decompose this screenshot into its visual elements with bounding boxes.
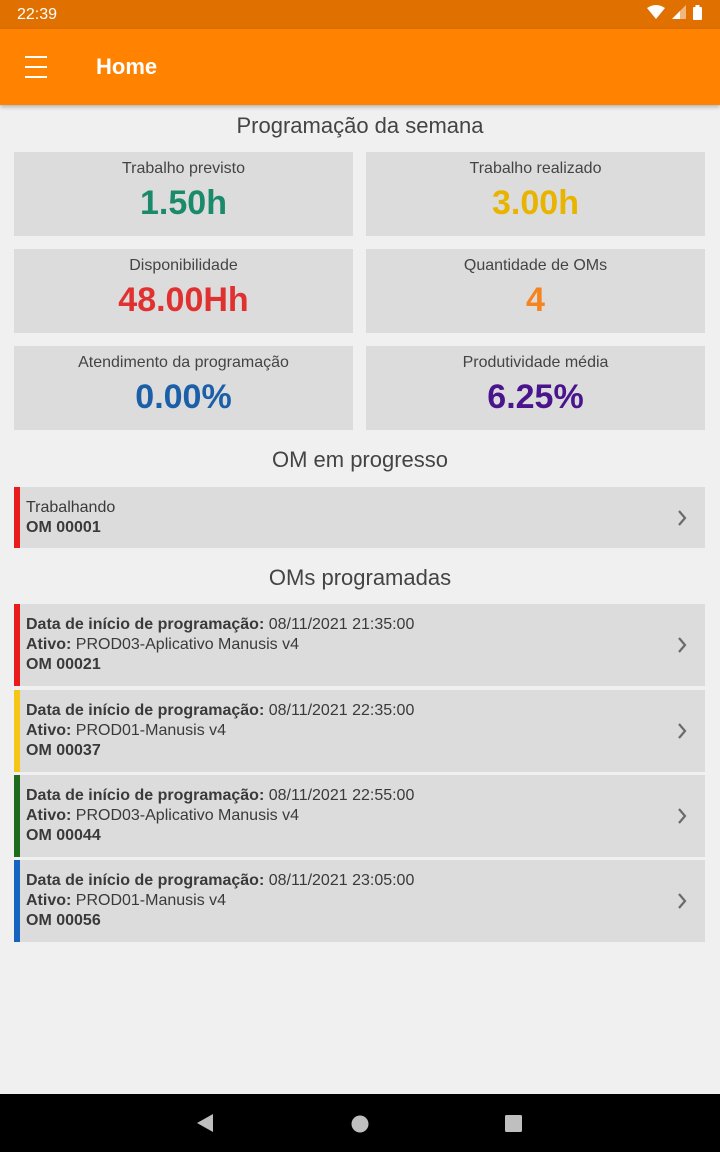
stat-value: 4 xyxy=(526,281,545,319)
start-date-value: 08/11/2021 22:35:00 xyxy=(268,702,415,719)
om-number: OM 00044 xyxy=(26,827,101,844)
stat-label: Trabalho realizado xyxy=(469,160,602,177)
app-bar: Home xyxy=(0,29,720,105)
stat-card-average-productivity: Produtividade média 6.25% xyxy=(366,346,705,430)
status-color-bar xyxy=(14,487,20,548)
status-time: 22:39 xyxy=(17,5,58,23)
start-date-label: Data de início de programação: xyxy=(26,787,265,804)
scheduled-om-item[interactable]: Data de início de programação: 08/11/202… xyxy=(14,775,705,857)
chevron-right-icon xyxy=(677,509,687,532)
recents-button[interactable] xyxy=(505,1115,522,1137)
asset-label: Ativo: xyxy=(26,636,72,653)
stat-card-schedule-compliance: Atendimento da programação 0.00% xyxy=(14,346,353,430)
status-bar: 22:39 xyxy=(0,0,720,29)
scheduled-om-item[interactable]: Data de início de programação: 08/11/202… xyxy=(14,860,705,942)
cell-signal-icon xyxy=(672,5,686,24)
start-date-label: Data de início de programação: xyxy=(26,702,265,719)
stat-card-expected-work: Trabalho previsto 1.50h xyxy=(14,152,353,236)
chevron-right-icon xyxy=(677,636,687,659)
menu-button[interactable] xyxy=(0,29,86,105)
stat-card-availability: Disponibilidade 48.00Hh xyxy=(14,249,353,333)
asset-label: Ativo: xyxy=(26,722,72,739)
stat-label: Atendimento da programação xyxy=(78,354,289,371)
stat-label: Trabalho previsto xyxy=(121,160,246,177)
main-content: Programação da semana Trabalho previsto … xyxy=(0,105,720,1094)
page-title: Home xyxy=(96,54,158,79)
asset-value: PROD01-Manusis v4 xyxy=(75,722,227,739)
home-button[interactable] xyxy=(351,1115,369,1138)
status-color-bar xyxy=(14,604,20,686)
start-date-value: 08/11/2021 23:05:00 xyxy=(268,872,415,889)
hamburger-menu-icon xyxy=(25,52,47,82)
start-date-value: 08/11/2021 21:35:00 xyxy=(268,616,415,633)
status-color-bar xyxy=(14,860,20,942)
chevron-right-icon xyxy=(677,892,687,915)
battery-icon xyxy=(693,4,702,25)
om-status: Trabalhando xyxy=(26,498,116,516)
stat-label: Quantidade de OMs xyxy=(463,257,608,274)
stat-value: 6.25% xyxy=(487,378,584,416)
chevron-right-icon xyxy=(677,807,687,830)
start-date-label: Data de início de programação: xyxy=(26,616,265,633)
scheduled-om-item[interactable]: Data de início de programação: 08/11/202… xyxy=(14,604,705,686)
status-color-bar xyxy=(14,690,20,772)
asset-label: Ativo: xyxy=(26,892,72,909)
om-number: OM 00021 xyxy=(26,656,101,673)
stat-value: 0.00% xyxy=(135,378,232,416)
scheduled-om-item[interactable]: Data de início de programação: 08/11/202… xyxy=(14,690,705,772)
weekly-section-title: Programação da semana xyxy=(236,113,484,138)
om-in-progress-item[interactable]: Trabalhando OM 00001 xyxy=(14,487,705,548)
chevron-right-icon xyxy=(677,722,687,745)
asset-value: PROD01-Manusis v4 xyxy=(75,892,227,909)
asset-value: PROD03-Aplicativo Manusis v4 xyxy=(75,636,299,653)
stat-value: 3.00h xyxy=(492,184,579,222)
in-progress-section-title: OM em progresso xyxy=(271,447,449,472)
stat-label: Produtividade média xyxy=(462,354,609,371)
start-date-value: 08/11/2021 22:55:00 xyxy=(268,787,415,804)
asset-label: Ativo: xyxy=(26,807,72,824)
stat-card-completed-work: Trabalho realizado 3.00h xyxy=(366,152,705,236)
scheduled-section-title: OMs programadas xyxy=(268,565,452,590)
asset-value: PROD03-Aplicativo Manusis v4 xyxy=(75,807,299,824)
stat-value: 1.50h xyxy=(140,184,227,222)
stat-card-om-count: Quantidade de OMs 4 xyxy=(366,249,705,333)
om-number: OM 00001 xyxy=(26,518,101,536)
system-navigation-bar xyxy=(0,1094,720,1152)
stat-value: 48.00Hh xyxy=(118,281,249,319)
om-number: OM 00037 xyxy=(26,742,101,759)
start-date-label: Data de início de programação: xyxy=(26,872,265,889)
back-button[interactable] xyxy=(196,1113,214,1138)
om-number: OM 00056 xyxy=(26,912,101,929)
wifi-icon xyxy=(647,5,665,24)
status-color-bar xyxy=(14,775,20,857)
stat-label: Disponibilidade xyxy=(129,257,238,274)
